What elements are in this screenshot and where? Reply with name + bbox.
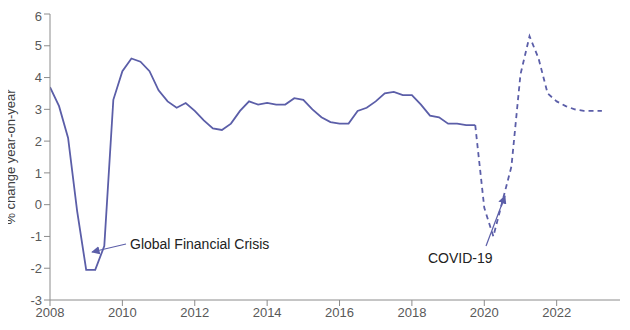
svg-text:5: 5 bbox=[35, 38, 42, 53]
svg-text:2008: 2008 bbox=[35, 305, 65, 321]
svg-text:-1: -1 bbox=[30, 229, 42, 244]
svg-text:-3: -3 bbox=[30, 293, 42, 308]
svg-text:2: 2 bbox=[35, 134, 42, 149]
svg-text:4: 4 bbox=[35, 70, 42, 85]
svg-text:2016: 2016 bbox=[325, 305, 354, 320]
svg-text:3: 3 bbox=[35, 102, 42, 117]
svg-text:6: 6 bbox=[35, 9, 42, 24]
svg-text:% change year-on-year: % change year-on-year bbox=[8, 89, 18, 225]
svg-text:2022: 2022 bbox=[542, 305, 571, 320]
svg-text:2014: 2014 bbox=[253, 305, 282, 320]
svg-text:2010: 2010 bbox=[108, 305, 137, 320]
svg-text:2020: 2020 bbox=[470, 305, 499, 320]
svg-text:2012: 2012 bbox=[180, 305, 209, 320]
svg-text:2018: 2018 bbox=[397, 305, 426, 320]
svg-text:-2: -2 bbox=[30, 261, 42, 276]
svg-text:0: 0 bbox=[35, 197, 42, 212]
svg-text:Global Financial Crisis: Global Financial Crisis bbox=[130, 236, 269, 252]
svg-text:COVID-19: COVID-19 bbox=[428, 250, 493, 266]
svg-text:1: 1 bbox=[35, 166, 42, 181]
